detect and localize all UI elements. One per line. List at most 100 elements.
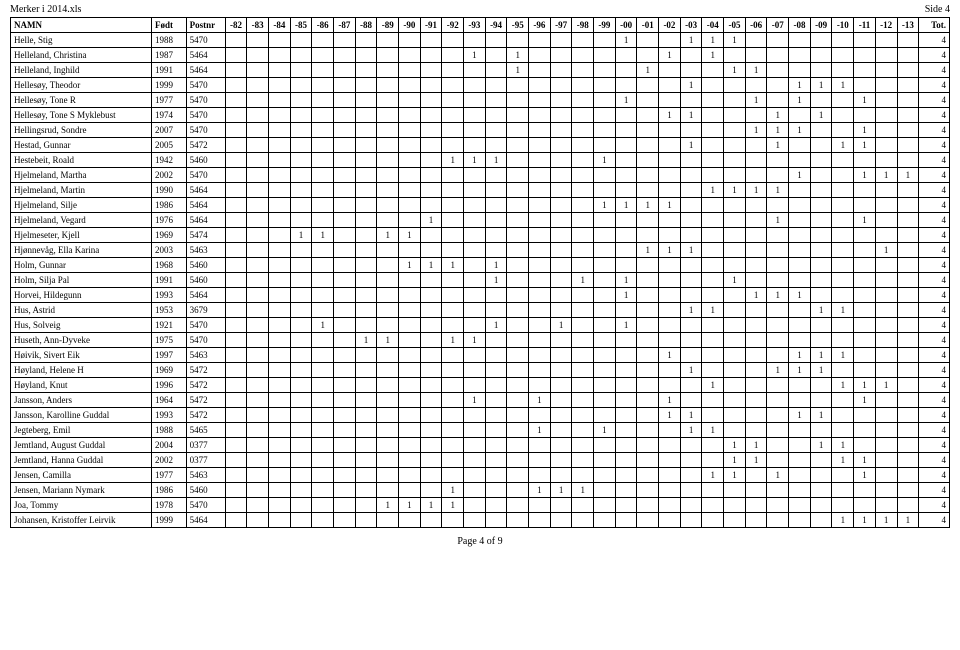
cell-year xyxy=(464,288,486,303)
cell-postnr: 5465 xyxy=(186,423,225,438)
cell-name: Jemtland, August Guddal xyxy=(11,438,152,453)
cell-year xyxy=(659,363,681,378)
cell-year xyxy=(854,63,876,78)
cell-year xyxy=(550,423,572,438)
cell-year xyxy=(355,438,377,453)
cell-year xyxy=(702,153,724,168)
cell-name: Høivik, Sivert Eik xyxy=(11,348,152,363)
cell-year xyxy=(767,63,789,78)
col-year: -12 xyxy=(875,18,897,33)
cell-year xyxy=(420,303,442,318)
cell-year: 1 xyxy=(615,33,637,48)
cell-year xyxy=(767,303,789,318)
cell-year xyxy=(399,123,421,138)
cell-year xyxy=(659,333,681,348)
cell-year xyxy=(550,183,572,198)
cell-year xyxy=(615,513,637,528)
cell-year xyxy=(377,183,399,198)
cell-year xyxy=(767,228,789,243)
cell-year xyxy=(312,33,334,48)
cell-postnr: 5460 xyxy=(186,273,225,288)
col-name: NAMN xyxy=(11,18,152,33)
cell-year xyxy=(399,288,421,303)
cell-year xyxy=(334,168,356,183)
cell-year xyxy=(724,123,746,138)
cell-year xyxy=(529,513,551,528)
cell-year xyxy=(724,198,746,213)
cell-year xyxy=(334,243,356,258)
cell-year xyxy=(810,228,832,243)
cell-year xyxy=(290,213,312,228)
cell-year: 1 xyxy=(637,63,659,78)
cell-year xyxy=(355,408,377,423)
cell-year xyxy=(680,438,702,453)
cell-year xyxy=(724,168,746,183)
cell-year xyxy=(897,378,919,393)
cell-year xyxy=(529,303,551,318)
cell-year xyxy=(745,108,767,123)
cell-year xyxy=(832,108,854,123)
cell-year xyxy=(854,243,876,258)
cell-year xyxy=(897,498,919,513)
cell-year xyxy=(420,273,442,288)
cell-year xyxy=(680,93,702,108)
cell-year: 1 xyxy=(659,393,681,408)
cell-year xyxy=(767,423,789,438)
cell-year xyxy=(832,498,854,513)
cell-postnr: 5470 xyxy=(186,498,225,513)
cell-year xyxy=(507,138,529,153)
cell-year xyxy=(594,348,616,363)
cell-year xyxy=(399,183,421,198)
table-row: Hus, Astrid1953367911114 xyxy=(11,303,950,318)
col-year: -96 xyxy=(529,18,551,33)
table-row: Høyland, Helene H1969547211114 xyxy=(11,363,950,378)
cell-year xyxy=(724,213,746,228)
cell-year xyxy=(507,378,529,393)
col-year: -02 xyxy=(659,18,681,33)
cell-year: 1 xyxy=(659,348,681,363)
cell-name: Holm, Silja Pal xyxy=(11,273,152,288)
table-row: Hellesøy, Theodor1999547011114 xyxy=(11,78,950,93)
cell-year xyxy=(702,348,724,363)
cell-year xyxy=(420,78,442,93)
cell-year xyxy=(334,123,356,138)
cell-year: 1 xyxy=(680,78,702,93)
data-table: NAMNFødtPostnr-82-83-84-85-86-87-88-89-9… xyxy=(10,17,950,528)
cell-year xyxy=(312,183,334,198)
cell-year xyxy=(767,318,789,333)
cell-year xyxy=(745,273,767,288)
cell-year xyxy=(745,198,767,213)
cell-year xyxy=(355,378,377,393)
cell-year: 1 xyxy=(680,243,702,258)
cell-year xyxy=(659,228,681,243)
cell-year xyxy=(507,453,529,468)
cell-year xyxy=(247,258,269,273)
cell-year xyxy=(745,318,767,333)
cell-year xyxy=(767,78,789,93)
cell-year xyxy=(637,408,659,423)
cell-tot: 4 xyxy=(919,303,950,318)
cell-year xyxy=(572,138,594,153)
cell-born: 1968 xyxy=(151,258,186,273)
cell-year xyxy=(875,348,897,363)
cell-year xyxy=(767,93,789,108)
cell-year xyxy=(875,198,897,213)
cell-year xyxy=(854,258,876,273)
cell-year xyxy=(637,273,659,288)
cell-year xyxy=(399,438,421,453)
cell-year xyxy=(334,213,356,228)
cell-year xyxy=(485,513,507,528)
cell-year: 1 xyxy=(377,498,399,513)
cell-year xyxy=(420,423,442,438)
cell-year xyxy=(269,93,291,108)
cell-year: 1 xyxy=(745,288,767,303)
cell-year xyxy=(854,198,876,213)
cell-year: 1 xyxy=(875,168,897,183)
cell-year xyxy=(615,258,637,273)
cell-year xyxy=(485,228,507,243)
cell-year: 1 xyxy=(789,408,811,423)
cell-year xyxy=(832,318,854,333)
cell-name: Hjelmeseter, Kjell xyxy=(11,228,152,243)
cell-year xyxy=(832,63,854,78)
cell-year xyxy=(897,153,919,168)
